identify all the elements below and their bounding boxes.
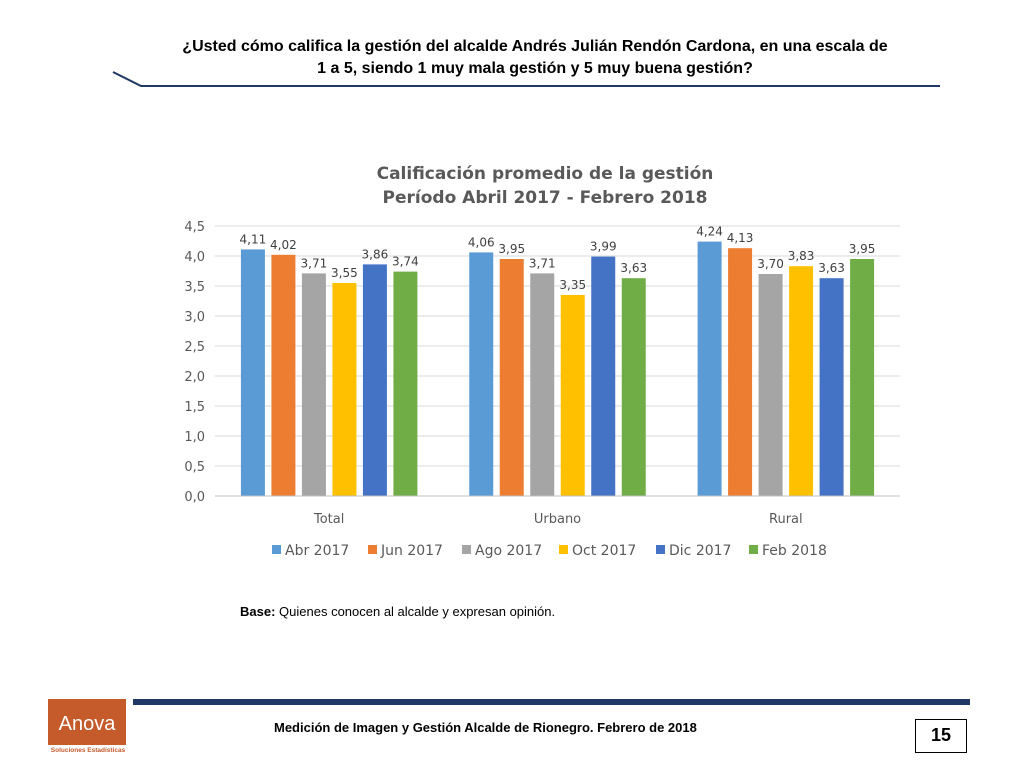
- bar: [301, 273, 326, 496]
- x-tick-label: Total: [313, 512, 344, 527]
- bar: [591, 256, 616, 496]
- data-label: 3,71: [529, 256, 556, 270]
- bar: [789, 266, 814, 496]
- legend-swatch: [368, 545, 377, 554]
- data-label: 3,83: [788, 249, 815, 263]
- y-tick-label: 1,0: [184, 430, 205, 445]
- bar: [758, 274, 783, 496]
- bar: [469, 252, 494, 496]
- data-label: 3,86: [362, 247, 389, 261]
- data-label: 3,99: [590, 240, 617, 254]
- y-tick-label: 3,5: [184, 280, 205, 295]
- chart-data-labels: 4,11 4,023,713,553,863,744,06 3,953,713,35…: [240, 225, 876, 292]
- legend-swatch: [462, 545, 471, 554]
- legend-entry: Ago 2017: [475, 543, 542, 559]
- bar: [560, 295, 585, 496]
- legend-swatch: [272, 545, 281, 554]
- data-label: 3,74: [392, 255, 419, 269]
- footer-text: Medición de Imagen y Gestión Alcalde de …: [274, 720, 697, 735]
- data-label: 4,11: [240, 232, 267, 246]
- bar: [850, 259, 875, 496]
- y-tick-label: 2,5: [184, 340, 205, 355]
- legend-entry: Dic 2017: [669, 543, 731, 559]
- data-label: 4,02: [270, 238, 297, 252]
- legend-entry: Oct 2017: [572, 543, 636, 559]
- data-label: 3,71: [301, 256, 328, 270]
- x-tick-label: Rural: [769, 512, 803, 527]
- base-label: Base:: [240, 604, 276, 619]
- data-label: 3,35: [559, 278, 586, 292]
- question-title: ¿Usted cómo califica la gestión del alca…: [140, 36, 930, 80]
- y-tick-label: 0,5: [184, 460, 205, 475]
- footer-bar: [133, 699, 970, 705]
- data-label: 4,13: [727, 231, 754, 245]
- legend-swatch: [559, 545, 568, 554]
- bar: [240, 249, 265, 496]
- legend-entry: Feb 2018: [762, 543, 827, 559]
- data-label: 3,55: [331, 266, 358, 280]
- data-label: 4,24: [696, 225, 723, 239]
- y-tick-label: 4,5: [184, 220, 205, 235]
- bar: [362, 264, 387, 496]
- bar: [499, 259, 524, 496]
- y-tick-label: 3,0: [184, 310, 205, 325]
- bar: [271, 254, 296, 496]
- bar: [697, 241, 722, 496]
- chart-legend: Abr 2017 Jun 2017 Ago 2017 Oct 2017 Dic 2017…: [272, 543, 827, 559]
- chart-bars: [240, 241, 875, 496]
- question-line-2: 1 a 5, siendo 1 muy mala gestión y 5 muy…: [317, 60, 753, 77]
- logo-name: Anova: [48, 699, 126, 745]
- legend-entry: Jun 2017: [380, 543, 443, 559]
- bar: [332, 283, 357, 496]
- bar-chart: 4,11 4,023,713,553,863,744,06 3,953,713,35…: [184, 164, 900, 559]
- bar: [621, 278, 646, 496]
- chart-axes: 0,0 0,5 1,0 1,5 2,0 2,5 3,0 3,5 4,0 4,5 Total Urban…: [184, 220, 900, 527]
- legend-swatch: [656, 545, 665, 554]
- question-line-1: ¿Usted cómo califica la gestión del alca…: [182, 38, 888, 55]
- bar: [819, 278, 844, 496]
- bar: [728, 248, 753, 496]
- legend-swatch: [749, 545, 758, 554]
- y-tick-label: 0,0: [184, 490, 205, 505]
- header-rule: [112, 71, 940, 87]
- y-tick-label: 4,0: [184, 250, 205, 265]
- legend-entry: Abr 2017: [285, 543, 349, 559]
- x-tick-label: Urbano: [534, 512, 581, 527]
- chart-title: Calificación promedio de la gestión: [377, 164, 714, 184]
- data-label: 3,95: [498, 242, 525, 256]
- base-text: Quienes conocen al alcalde y expresan op…: [275, 604, 556, 619]
- bar: [393, 271, 418, 496]
- logo-subtitle: Soluciones Estadísticas: [50, 747, 126, 754]
- base-note: Base: Quienes conocen al alcalde y expre…: [240, 604, 555, 619]
- chart-subtitle: Período Abril 2017 - Febrero 2018: [383, 188, 708, 208]
- data-label: 3,70: [757, 257, 784, 271]
- data-label: 3,63: [818, 261, 845, 275]
- y-tick-label: 1,5: [184, 400, 205, 415]
- anova-logo: Anova Soluciones Estadísticas: [48, 699, 128, 759]
- data-label: 3,63: [620, 261, 647, 275]
- y-tick-label: 2,0: [184, 370, 205, 385]
- data-label: 4,06: [468, 235, 495, 249]
- bar: [530, 273, 555, 496]
- page-number: 15: [915, 719, 967, 753]
- data-label: 3,95: [849, 242, 876, 256]
